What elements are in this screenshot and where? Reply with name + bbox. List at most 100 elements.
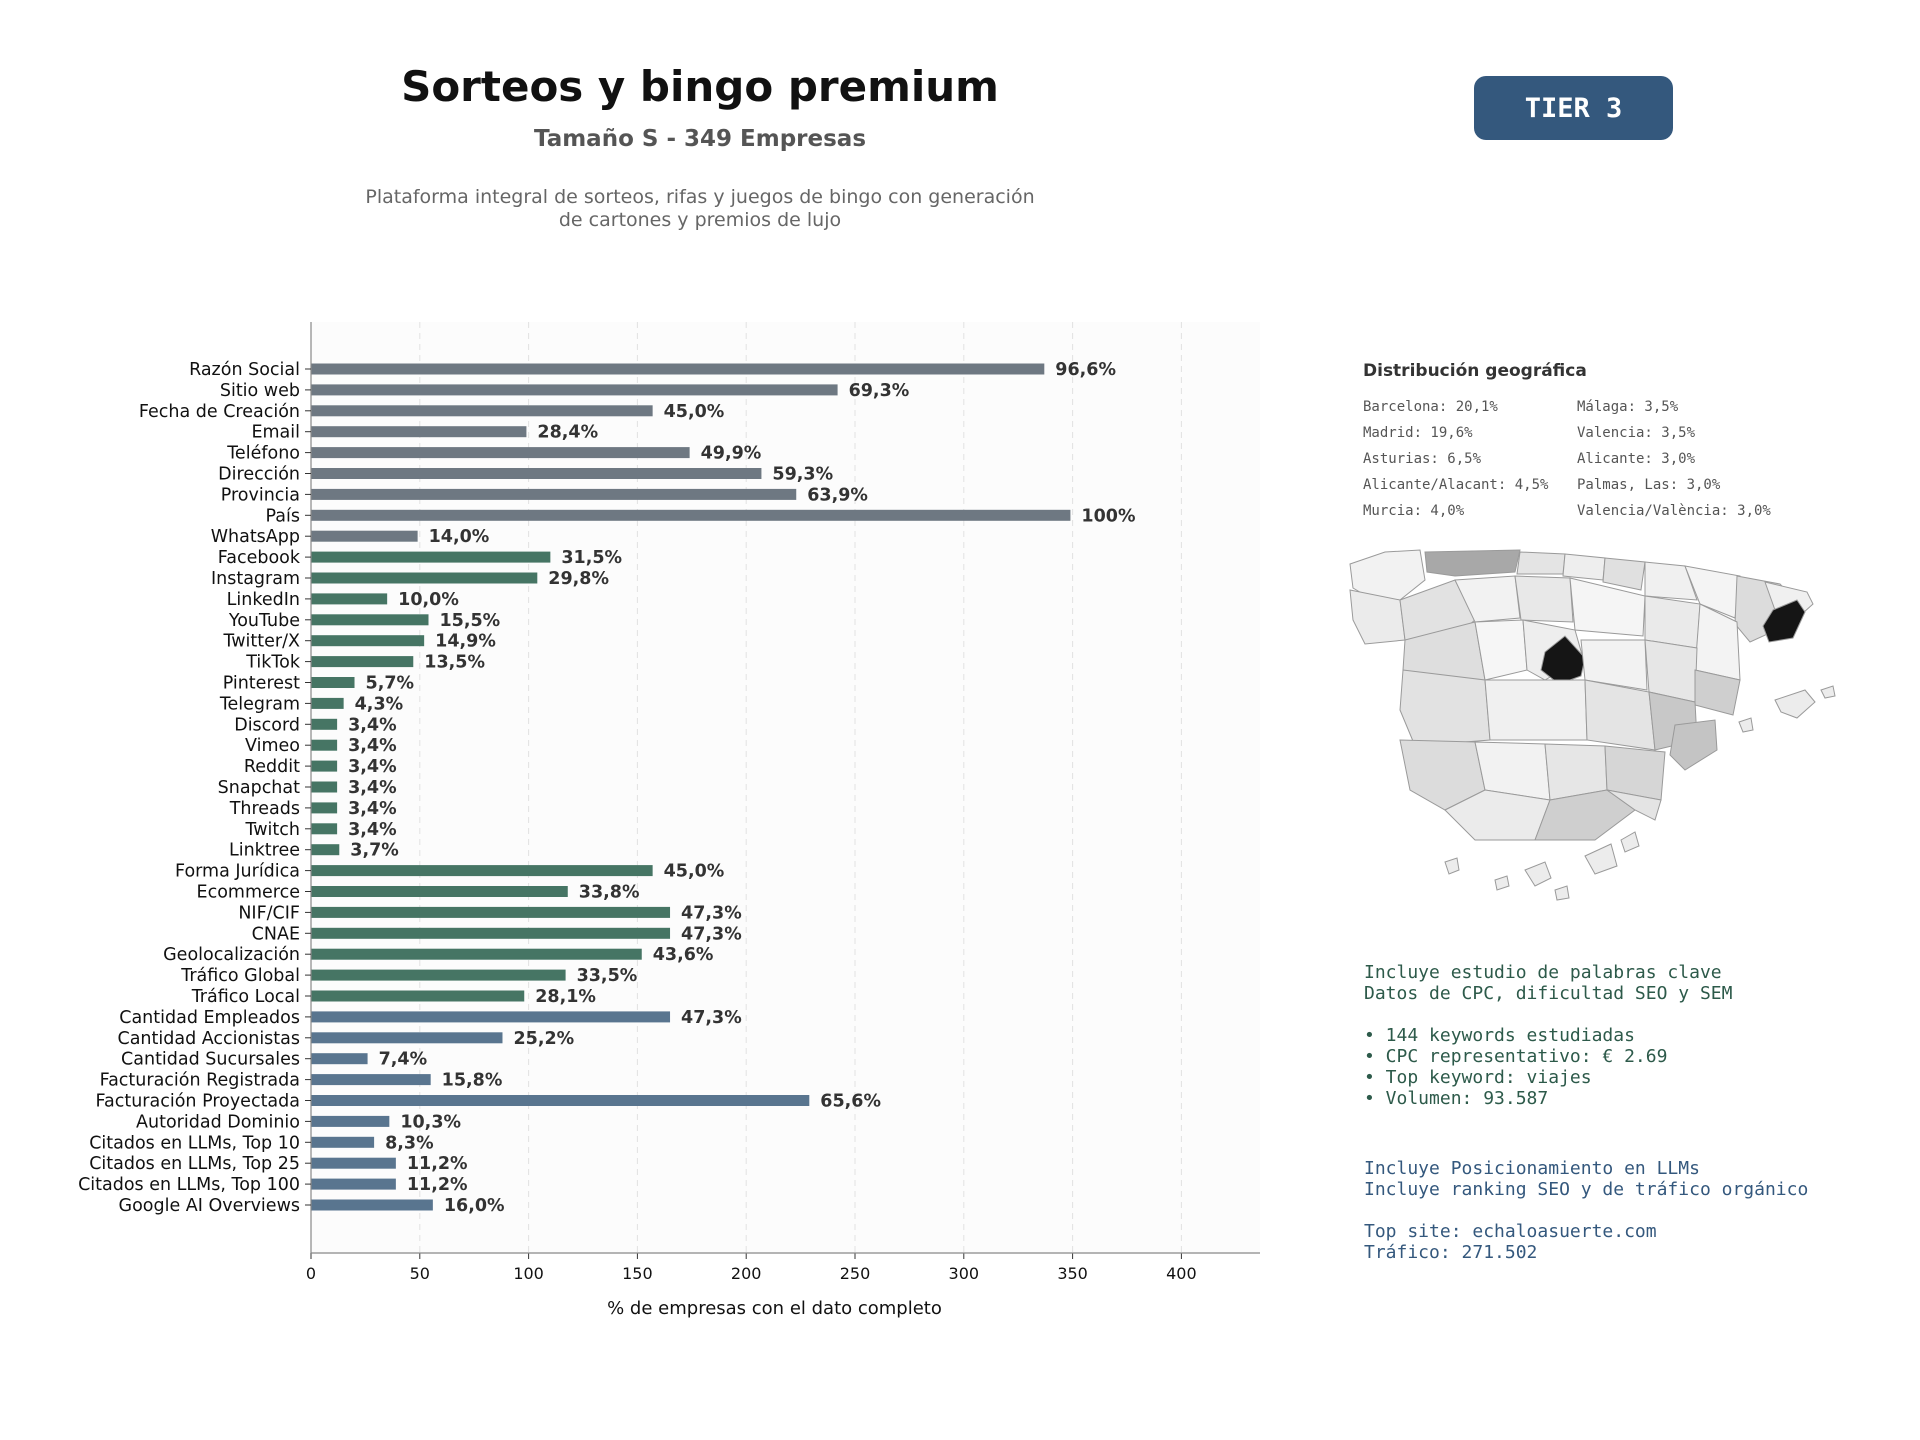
bar	[311, 781, 338, 793]
data-label: 28,1%	[535, 987, 596, 1007]
data-label: 10,3%	[400, 1112, 461, 1132]
data-label: 11,2%	[407, 1175, 468, 1195]
seo-info-block: Incluye estudio de palabras clave Datos d…	[1364, 962, 1732, 1109]
bar	[311, 697, 344, 709]
bar	[311, 739, 338, 751]
data-label: 3,4%	[348, 778, 397, 798]
category-label: Sitio web	[220, 381, 300, 401]
bar	[311, 447, 690, 459]
data-label: 3,4%	[348, 715, 397, 735]
geo-item: Murcia: 4,0%	[1363, 503, 1465, 519]
category-label: Ecommerce	[197, 883, 300, 903]
category-label: Teléfono	[226, 444, 300, 464]
bar	[311, 1136, 375, 1148]
x-tick-label: 0	[306, 1264, 316, 1283]
category-label: Razón Social	[189, 360, 300, 380]
bar	[311, 802, 338, 814]
data-label: 31,5%	[561, 548, 622, 568]
data-label: 3,4%	[348, 799, 397, 819]
bar	[311, 1053, 368, 1065]
data-label: 47,3%	[681, 903, 742, 923]
category-label: Cantidad Accionistas	[117, 1029, 300, 1049]
data-label: 13,5%	[424, 653, 485, 673]
data-label: 29,8%	[548, 569, 609, 589]
data-label: 15,8%	[442, 1071, 503, 1091]
page-title: Sorteos y bingo premium	[401, 62, 999, 111]
category-label: Facturación Registrada	[100, 1071, 300, 1091]
info-line: Top site: echaloasuerte.com	[1364, 1221, 1657, 1242]
x-tick-label: 200	[731, 1264, 762, 1283]
llm-info-block: Incluye Posicionamiento en LLMs Incluye r…	[1364, 1158, 1808, 1263]
geo-item: Málaga: 3,5%	[1577, 399, 1679, 415]
bar	[311, 823, 338, 835]
bar	[311, 948, 642, 960]
category-label: País	[266, 506, 300, 526]
x-tick-label: 250	[840, 1264, 871, 1283]
bar	[311, 1115, 390, 1127]
geo-item: Alicante/Alacant: 4,5%	[1363, 477, 1549, 493]
bar	[311, 593, 388, 605]
bar	[311, 1032, 503, 1044]
data-label: 47,3%	[681, 1008, 742, 1028]
data-label: 4,3%	[355, 694, 404, 714]
bar	[311, 990, 525, 1002]
category-label: Cantidad Empleados	[119, 1008, 300, 1028]
bar	[311, 718, 338, 730]
data-label: 3,4%	[348, 820, 397, 840]
category-label: Facebook	[218, 548, 301, 568]
geo-distribution-list: Barcelona: 20,1% Málaga: 3,5% Madrid: 19,6…	[1363, 398, 1823, 520]
bar	[311, 1178, 396, 1190]
data-label: 14,9%	[435, 632, 496, 652]
bar	[311, 760, 338, 772]
category-label: Autoridad Dominio	[136, 1112, 300, 1132]
info-line: Incluye estudio de palabras clave	[1364, 962, 1722, 983]
data-label: 43,6%	[653, 945, 714, 965]
category-label: Cantidad Sucursales	[121, 1050, 300, 1070]
bar	[311, 468, 762, 479]
data-label: 3,4%	[348, 736, 397, 756]
category-label: Vimeo	[245, 736, 300, 756]
x-tick-label: 400	[1166, 1264, 1197, 1283]
bar	[311, 551, 551, 563]
data-label: 3,7%	[350, 841, 399, 861]
geo-item: Madrid: 19,6%	[1363, 425, 1473, 441]
bar	[311, 1095, 810, 1106]
data-label: 14,0%	[429, 527, 490, 547]
geo-item: Palmas, Las: 3,0%	[1577, 477, 1721, 493]
info-line: • Volumen: 93.587	[1364, 1088, 1549, 1109]
info-line: • Top keyword: viajes	[1364, 1067, 1592, 1088]
geo-item: Alicante: 3,0%	[1577, 451, 1696, 467]
data-label: 7,4%	[379, 1050, 428, 1070]
category-label: Fecha de Creación	[139, 402, 300, 422]
info-line: Incluye ranking SEO y de tráfico orgánic…	[1364, 1179, 1809, 1200]
category-label: Instagram	[211, 569, 300, 589]
data-label: 33,5%	[577, 966, 638, 986]
bar	[311, 384, 838, 396]
category-label: Provincia	[221, 485, 300, 505]
category-label: YouTube	[228, 611, 300, 631]
x-axis-label: % de empresas con el dato completo	[607, 1298, 942, 1319]
bar	[311, 927, 671, 939]
chart-axes: 0 50 100 150 200 250 300 350 400 % de empresas co…	[78, 322, 1260, 1319]
info-line: Tráfico: 271.502	[1364, 1242, 1538, 1263]
category-label: Citados en LLMs, Top 10	[89, 1133, 300, 1153]
info-line	[1364, 1200, 1808, 1221]
bar	[311, 865, 653, 877]
geo-item: Asturias: 6,5%	[1363, 451, 1482, 467]
info-line	[1364, 1004, 1732, 1025]
description-line: de cartones y premios de lujo	[558, 209, 842, 231]
info-line: • CPC representativo: € 2.69	[1364, 1046, 1668, 1067]
data-label: 28,4%	[537, 423, 598, 443]
bar	[311, 656, 414, 668]
category-label: Citados en LLMs, Top 100	[78, 1175, 300, 1195]
data-label: 100%	[1081, 506, 1135, 526]
category-label: Google AI Overviews	[119, 1196, 300, 1216]
bar	[311, 635, 425, 647]
bar	[311, 509, 1071, 521]
geo-title: Distribución geográfica	[1363, 361, 1587, 381]
category-label: Dirección	[218, 465, 300, 485]
data-label: 15,5%	[440, 611, 501, 631]
data-label: 63,9%	[807, 485, 868, 505]
page-subtitle: Tamaño S - 349 Empresas	[533, 126, 867, 152]
data-label: 45,0%	[664, 862, 725, 882]
